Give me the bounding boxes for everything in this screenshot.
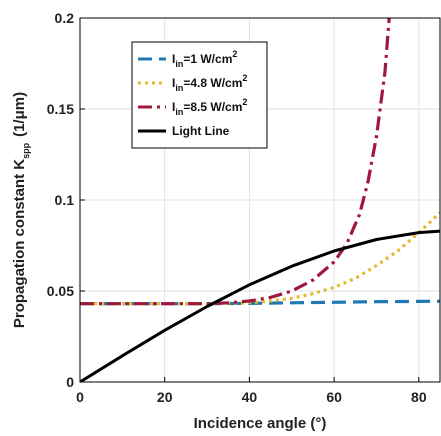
tick-labels: 0 20 40 60 80 0 0.05 0.1 0.15 0.2 xyxy=(47,10,427,405)
y-axis-title-sub: spp xyxy=(21,142,31,159)
y-tick-label: 0.2 xyxy=(55,10,75,26)
x-tick-label: 40 xyxy=(242,389,258,405)
series-line-2 xyxy=(80,18,391,306)
series-group xyxy=(80,18,440,382)
legend-label-2: Iin=8.5 W/cm2 xyxy=(172,97,247,117)
y-tick-label: 0.05 xyxy=(47,283,74,299)
x-tick-label: 60 xyxy=(326,389,342,405)
x-axis-title: Incidence angle (°) xyxy=(194,415,327,432)
x-tick-label: 0 xyxy=(76,389,84,405)
y-tick-label: 0 xyxy=(66,374,74,390)
series-line-1 xyxy=(80,211,440,306)
x-tick-label: 20 xyxy=(157,389,173,405)
y-tick-label: 0.15 xyxy=(47,101,74,117)
y-axis-title: Propagation constant Kspp (1/μm) xyxy=(11,92,31,328)
y-axis-title-main: Propagation constant K xyxy=(11,159,28,328)
y-tick-label: 0.1 xyxy=(55,192,75,208)
tick-marks xyxy=(79,17,420,383)
legend-label-1: Iin=4.8 W/cm2 xyxy=(172,73,247,93)
legend-label-3: Light Line xyxy=(172,124,230,138)
series-line-3 xyxy=(80,229,440,382)
legend: Iin=1 W/cm2 Iin=4.8 W/cm2 Iin=8.5 W/cm2 Lig… xyxy=(131,41,268,149)
x-tick-label: 80 xyxy=(411,389,427,405)
legend-label-0: Iin=1 W/cm2 xyxy=(172,49,237,69)
y-axis-title-unit: (1/μm) xyxy=(11,92,28,137)
